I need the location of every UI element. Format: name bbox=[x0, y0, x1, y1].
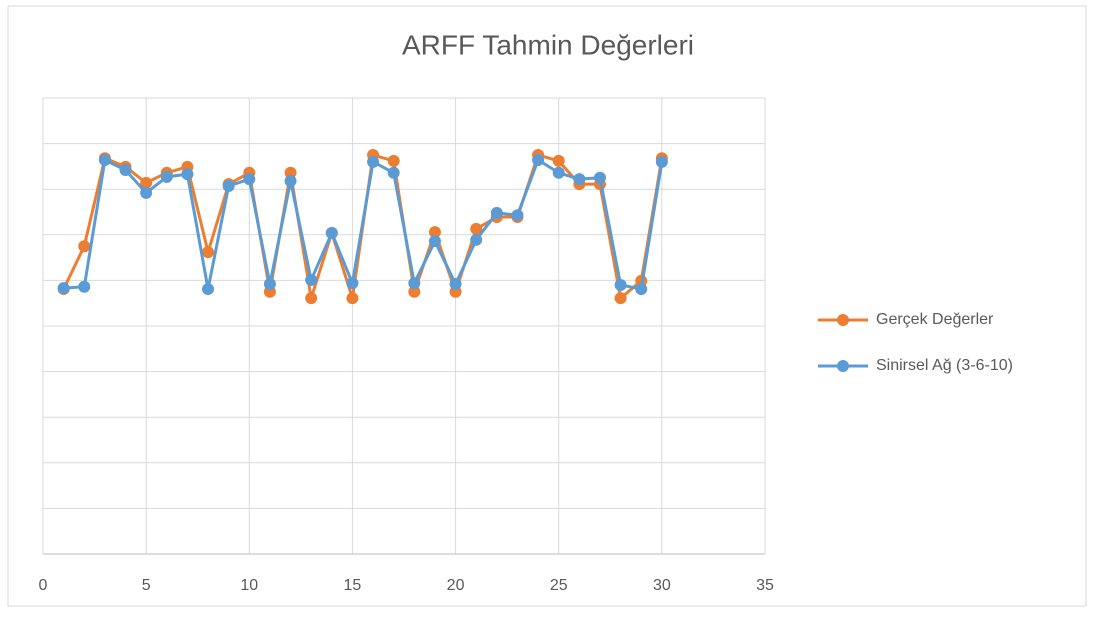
point bbox=[98, 154, 111, 167]
point bbox=[284, 166, 297, 179]
point bbox=[57, 282, 70, 295]
point bbox=[428, 235, 441, 248]
point bbox=[449, 278, 462, 291]
point bbox=[78, 240, 91, 253]
x-tick-label: 15 bbox=[344, 577, 362, 594]
x-tick-label: 0 bbox=[39, 577, 48, 594]
chart-title: ARFF Tahmin Değerleri bbox=[402, 29, 694, 60]
x-tick-label: 25 bbox=[550, 577, 568, 594]
point bbox=[428, 226, 441, 239]
point bbox=[263, 278, 276, 291]
x-tick-label: 30 bbox=[653, 577, 671, 594]
point bbox=[614, 292, 627, 305]
point bbox=[346, 292, 359, 305]
x-tick-label: 5 bbox=[142, 577, 151, 594]
point bbox=[470, 222, 483, 235]
point bbox=[635, 283, 648, 296]
x-tick-label: 20 bbox=[447, 577, 465, 594]
point bbox=[490, 206, 503, 219]
point bbox=[387, 166, 400, 179]
point bbox=[408, 277, 421, 290]
point bbox=[408, 285, 421, 298]
point bbox=[78, 280, 91, 293]
point bbox=[552, 166, 565, 179]
point bbox=[284, 174, 297, 187]
point bbox=[325, 226, 338, 239]
point bbox=[305, 292, 318, 305]
point bbox=[202, 283, 215, 296]
point bbox=[119, 164, 132, 177]
point bbox=[387, 154, 400, 167]
point bbox=[573, 173, 586, 186]
x-tick-label: 35 bbox=[756, 577, 774, 594]
point bbox=[511, 209, 524, 222]
point bbox=[593, 171, 606, 184]
legend-label: Gerçek Değerler bbox=[876, 311, 994, 328]
point bbox=[614, 278, 627, 291]
point bbox=[160, 170, 173, 183]
point bbox=[140, 176, 153, 189]
point bbox=[367, 155, 380, 168]
point bbox=[470, 233, 483, 246]
point bbox=[552, 154, 565, 167]
point bbox=[222, 180, 235, 193]
point bbox=[202, 246, 215, 259]
point bbox=[346, 277, 359, 290]
point bbox=[243, 173, 256, 186]
x-tick-label: 10 bbox=[240, 577, 258, 594]
point bbox=[181, 168, 194, 181]
point bbox=[655, 155, 668, 168]
chart-border bbox=[7, 5, 1087, 607]
point bbox=[140, 186, 153, 199]
point bbox=[305, 273, 318, 286]
legend-label: Sinirsel Ağ (3-6-10) bbox=[876, 357, 1013, 374]
legend-marker bbox=[837, 314, 849, 326]
legend-marker bbox=[837, 360, 849, 372]
point bbox=[532, 154, 545, 167]
